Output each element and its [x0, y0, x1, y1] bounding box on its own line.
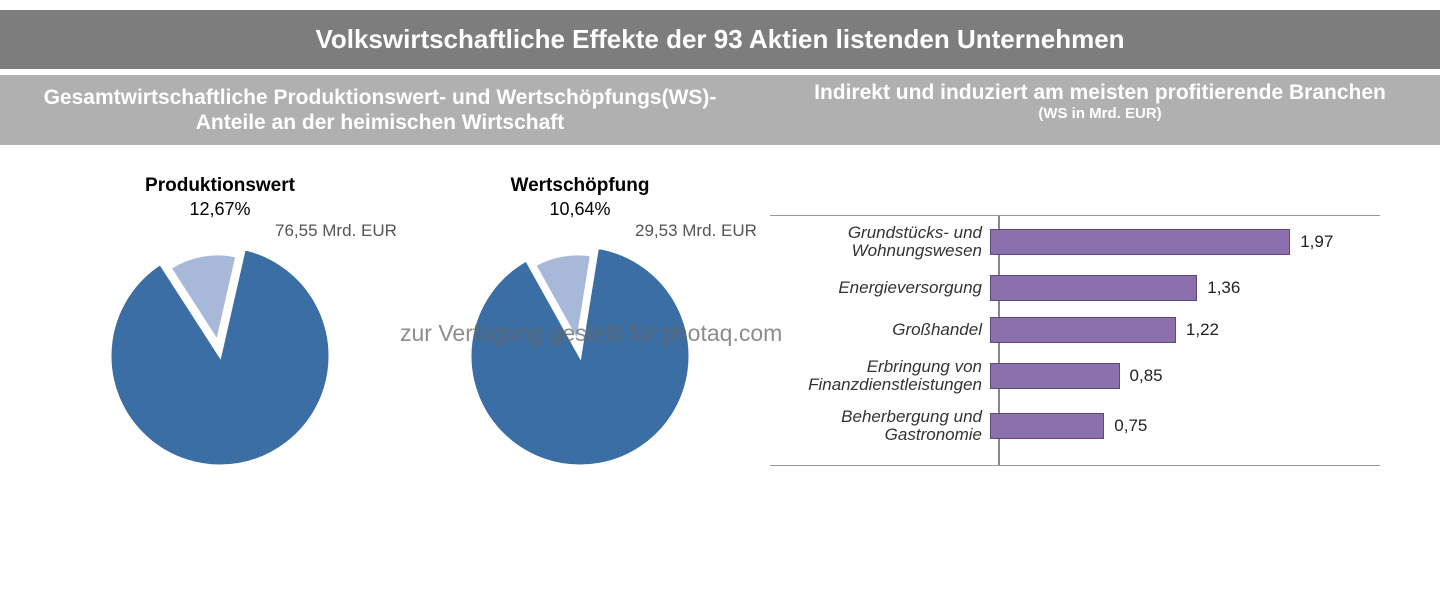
bar-value: 1,97 [1300, 232, 1333, 252]
bar-label: Energieversorgung [770, 279, 990, 297]
pie-charts-area: Produktionswert 12,67% 76,55 Mrd. EUR We… [0, 175, 760, 471]
sub-header-right-line1: Indirekt und induziert am meisten profit… [814, 81, 1386, 104]
bar-track: 0,85 [990, 362, 1310, 390]
bar-track: 1,22 [990, 316, 1310, 344]
content-row: Produktionswert 12,67% 76,55 Mrd. EUR We… [0, 145, 1440, 471]
pie2-title: Wertschöpfung [460, 175, 700, 197]
bar-label: Großhandel [770, 321, 990, 339]
sub-header-right: Indirekt und induziert am meisten profit… [760, 75, 1440, 145]
sub-header-left: Gesamtwirtschaftliche Produktionswert- u… [0, 75, 760, 145]
bar-fill [990, 317, 1176, 343]
bar-row: Beherbergung und Gastronomie 0,75 [770, 408, 1380, 444]
pie2-percent: 10,64% [460, 199, 700, 220]
bar-label: Grundstücks- und Wohnungswesen [770, 224, 990, 260]
bar-label: Beherbergung und Gastronomie [770, 408, 990, 444]
bar-value: 1,36 [1207, 278, 1240, 298]
pie1-percent: 12,67% [100, 199, 340, 220]
pie-produktionswert: Produktionswert 12,67% 76,55 Mrd. EUR [100, 175, 340, 471]
sub-header-right-line2: (WS in Mrd. EUR) [780, 105, 1420, 122]
bar-fill [990, 363, 1120, 389]
pie1-chart [100, 226, 340, 466]
pie1-value: 76,55 Mrd. EUR [275, 221, 397, 241]
bar-label: Erbringung von Finanzdienstleistungen [770, 358, 990, 394]
bar-track: 1,36 [990, 274, 1310, 302]
bar-row: Erbringung von Finanzdienstleistungen 0,8… [770, 358, 1380, 394]
bar-row: Energieversorgung 1,36 [770, 274, 1380, 302]
bar-fill [990, 229, 1290, 255]
bar-value: 0,75 [1114, 416, 1147, 436]
pie2-chart [460, 226, 700, 466]
pie1-title: Produktionswert [100, 175, 340, 197]
bar-fill [990, 275, 1197, 301]
bar-value: 1,22 [1186, 320, 1219, 340]
main-title: Volkswirtschaftliche Effekte der 93 Akti… [0, 10, 1440, 69]
pie2-value: 29,53 Mrd. EUR [635, 221, 757, 241]
bar-row: Grundstücks- und Wohnungswesen 1,97 [770, 224, 1380, 260]
sub-header: Gesamtwirtschaftliche Produktionswert- u… [0, 75, 1440, 145]
bar-track: 1,97 [990, 228, 1333, 256]
bar-chart-area: Grundstücks- und Wohnungswesen 1,97 Energi… [760, 175, 1440, 471]
bar-fill [990, 413, 1104, 439]
bar-value: 0,85 [1130, 366, 1163, 386]
bar-track: 0,75 [990, 412, 1310, 440]
pie-wertschoepfung: Wertschöpfung 10,64% 29,53 Mrd. EUR [460, 175, 700, 471]
bar-row: Großhandel 1,22 [770, 316, 1380, 344]
bar-chart: Grundstücks- und Wohnungswesen 1,97 Energi… [770, 215, 1380, 466]
